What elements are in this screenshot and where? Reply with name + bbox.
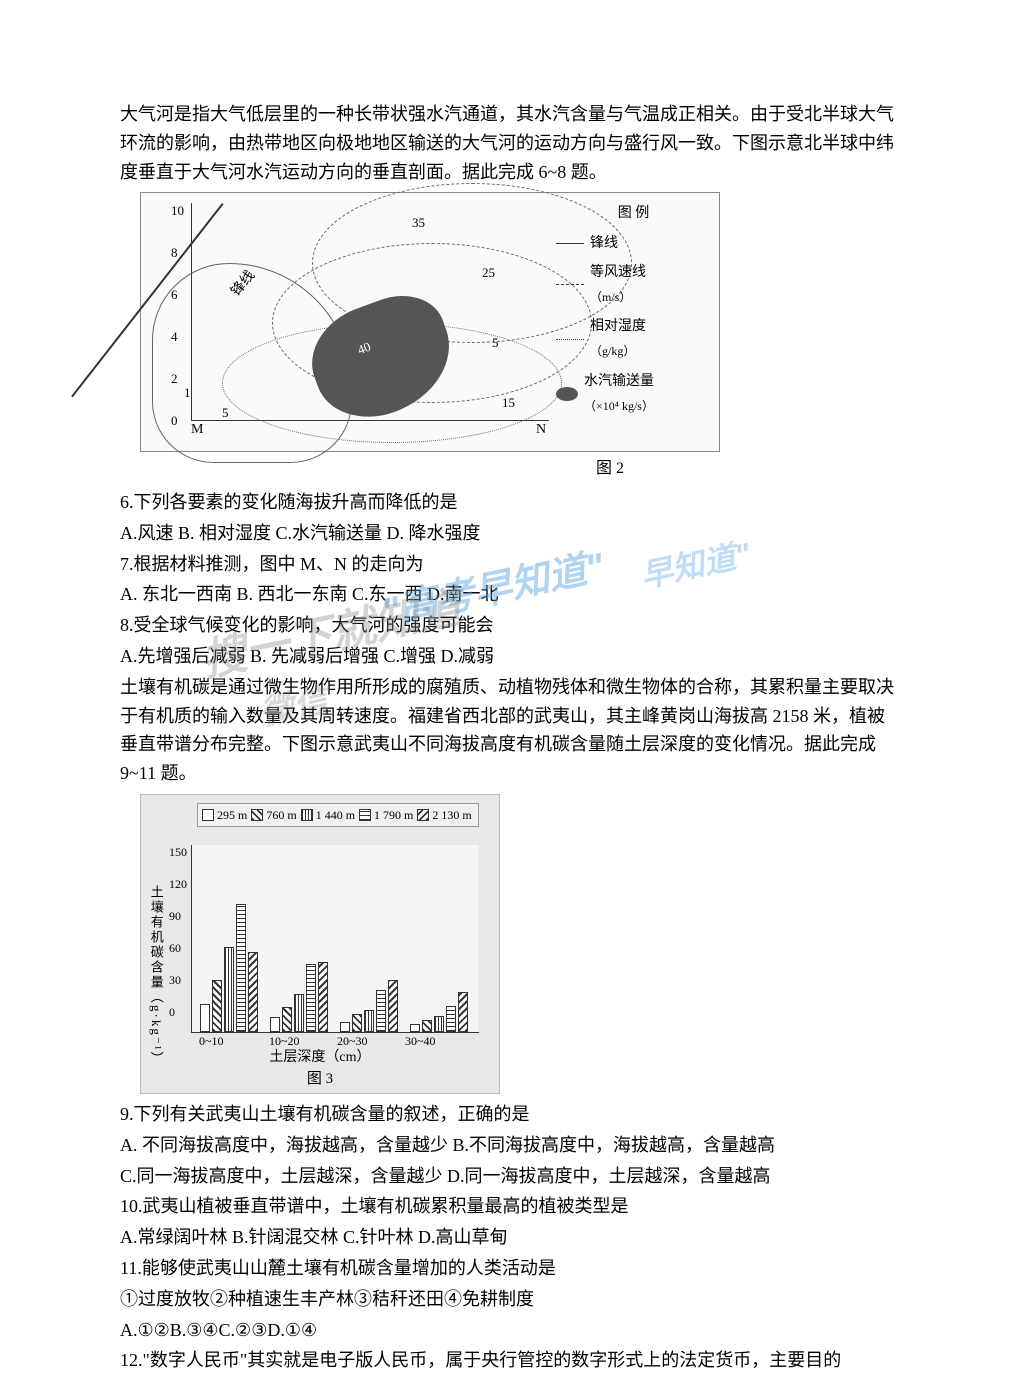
q6: 6.下列各要素的变化随海拔升高而降低的是 — [120, 488, 900, 517]
q7-opts: A. 东北一西南 B. 西北一东南 C.东一西 D.南一北 — [120, 580, 900, 609]
intro-text-2: 土壤有机碳是通过微生物作用所形成的腐殖质、动植物残体和微生物体的合称，其累积量主… — [120, 673, 900, 788]
fig1-xN: N — [536, 419, 546, 441]
q8: 8.受全球气候变化的影响，大气河的强度可能会 — [120, 611, 900, 640]
fig1-legend-title: 图 例 — [556, 201, 711, 226]
leg-front: 锋线 — [590, 231, 618, 256]
intro-text-1: 大气河是指大气低层里的一种长带状强水汽通道，其水汽含量与气温成正相关。由于受北半… — [120, 100, 900, 186]
q8-opts: A.先增强后减弱 B. 先减弱后增强 C.增强 D.减弱 — [120, 642, 900, 671]
bar — [446, 1006, 456, 1032]
f2y60: 60 — [169, 939, 181, 958]
bar — [248, 952, 258, 1032]
q10-opts: A.常绿阔叶林 B.针阔混交林 C.针叶林 D.高山草甸 — [120, 1223, 900, 1252]
fig2-legend-item: 1 790 m — [359, 806, 413, 824]
bar — [352, 1014, 362, 1032]
fig1-v5b: 5 — [222, 403, 229, 424]
bar-group — [410, 992, 468, 1032]
leg-vapor: 水汽输送量 — [584, 374, 654, 389]
bar — [224, 947, 234, 1032]
f2y150: 150 — [169, 843, 187, 862]
figure-1: 高度（km） 锋线 40 35 25 5 15 1 5 10 — [140, 192, 900, 482]
leg-wind: 等风速线 — [590, 265, 646, 280]
bar-group — [270, 962, 328, 1032]
figure-2: 土壤有机碳含量（g·kg⁻¹） 295 m760 m 1 440 m1 790 m… — [140, 794, 900, 1094]
q11: 11.能够使武夷山山麓土壤有机碳含量增加的人类活动是 — [120, 1254, 900, 1283]
fig2-ylabel: 土壤有机碳含量（g·kg⁻¹） — [145, 885, 166, 1067]
bar — [270, 1017, 280, 1032]
leg-vapor-u: （×10⁴ kg/s） — [584, 399, 654, 413]
bar — [422, 1020, 432, 1032]
bar — [212, 980, 222, 1032]
q9: 9.下列有关武夷山土壤有机碳含量的叙述，正确的是 — [120, 1100, 900, 1129]
fig2-legend: 295 m760 m 1 440 m1 790 m2 130 m — [197, 803, 479, 827]
fig2-legend-item: 760 m — [251, 806, 296, 824]
fig2-xlabel: 土层深度（cm） — [141, 1047, 499, 1069]
bar — [318, 962, 328, 1032]
bar — [294, 994, 304, 1032]
fig1-plot-area: 锋线 40 35 25 5 15 1 5 — [191, 203, 549, 421]
fig1-v15: 15 — [502, 393, 515, 414]
fig2-caption: 图 3 — [141, 1067, 499, 1091]
f2y90: 90 — [169, 907, 181, 926]
fig2-plot-area — [191, 845, 479, 1033]
fig1-caption: 图 2 — [320, 456, 900, 482]
q12: 12."数字人民币"其实就是电子版人民币，属于央行管控的数字形式上的法定货币，主… — [120, 1346, 900, 1375]
fig1-v25: 25 — [482, 263, 495, 284]
f2y0: 0 — [169, 1003, 175, 1022]
q10: 10.武夷山植被垂直带谱中，土壤有机碳累积量最高的植被类型是 — [120, 1192, 900, 1221]
bar-group — [200, 904, 258, 1032]
fig2-legend-item: 2 130 m — [417, 806, 471, 824]
fig1-yt6: 6 — [171, 285, 178, 306]
q11a: ①过度放牧②种植速生丰产林③秸秆还田④免耕制度 — [120, 1285, 900, 1314]
fig1-yt0: 0 — [171, 411, 178, 432]
fig1-v1: 1 — [184, 383, 191, 404]
fig2-legend-item: 1 440 m — [301, 806, 355, 824]
fig2-frame: 土壤有机碳含量（g·kg⁻¹） 295 m760 m 1 440 m1 790 m… — [140, 794, 500, 1094]
fig1-legend: 图 例 锋线 等风速线 （m/s） 相对湿度 （g/kg） 水汽输送量 （×10⁴ k… — [556, 201, 711, 423]
f2y120: 120 — [169, 875, 187, 894]
q9-opts2: C.同一海拔高度中，土层越深，含量越少 D.同一海拔高度中，土层越深，含量越高 — [120, 1162, 900, 1191]
bar — [410, 1024, 420, 1032]
fig1-yt4: 4 — [171, 327, 178, 348]
bar — [200, 1004, 210, 1032]
fig1-frame: 锋线 40 35 25 5 15 1 5 10 8 6 4 2 0 M N 图 … — [140, 192, 720, 452]
f2y30: 30 — [169, 971, 181, 990]
fig1-yt2: 2 — [171, 369, 178, 390]
bar — [282, 1007, 292, 1032]
fig1-yt10: 10 — [171, 201, 184, 222]
leg-humid-u: （g/kg） — [590, 344, 635, 358]
fig1-xM: M — [191, 419, 203, 441]
q9-opts: A. 不同海拔高度中，海拔越高，含量越少 B.不同海拔高度中，海拔越高，含量越高 — [120, 1131, 900, 1160]
leg-wind-u: （m/s） — [590, 290, 631, 304]
bar — [306, 964, 316, 1032]
fig1-blob-label: 40 — [355, 337, 374, 361]
fig1-v5: 5 — [492, 333, 499, 354]
bar — [376, 990, 386, 1032]
q7: 7.根据材料推测，图中 M、N 的走向为 — [120, 550, 900, 579]
fig1-v35: 35 — [412, 213, 425, 234]
bar — [458, 992, 468, 1032]
fig2-legend-item: 295 m — [202, 806, 247, 824]
bar — [364, 1010, 374, 1032]
bar — [388, 980, 398, 1032]
bar — [340, 1022, 350, 1032]
leg-humid: 相对湿度 — [590, 319, 646, 334]
fig1-yt8: 8 — [171, 243, 178, 264]
bar — [434, 1016, 444, 1032]
q6-opts: A.风速 B. 相对湿度 C.水汽输送量 D. 降水强度 — [120, 519, 900, 548]
bar-group — [340, 980, 398, 1032]
bar — [236, 904, 246, 1032]
